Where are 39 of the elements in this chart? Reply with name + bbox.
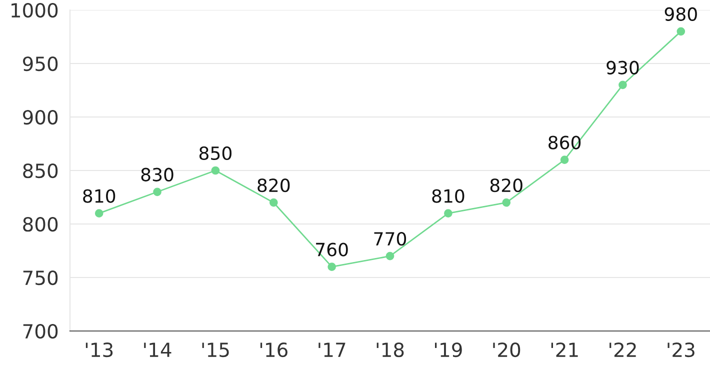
point [560,156,569,164]
data-label: 760 [316,242,348,256]
point [386,252,394,260]
x-tick-label: '20 [493,342,520,358]
x-tick-label: '23 [668,342,694,358]
point [502,198,511,207]
point [211,166,220,175]
data-label: 930 [606,60,639,74]
data-label: 830 [141,168,174,182]
point [444,209,452,218]
y-tick-label: 700 [23,324,58,339]
y-tick-label: 800 [23,216,58,232]
data-label: 810 [432,189,464,203]
x-tick-label: '15 [202,342,229,358]
x-tick-label: '17 [318,342,346,357]
point [94,209,104,218]
data-label: 850 [199,146,232,160]
point [269,198,278,207]
x-tick-label: '18 [376,342,404,358]
point [676,27,686,36]
data-label: 820 [490,178,522,192]
point [153,188,162,196]
x-tick-label: '22 [610,342,636,357]
y-tick-label: 950 [23,56,58,72]
y-tick-label: 900 [23,110,58,125]
data-label: 980 [664,7,697,21]
y-tick-label: 750 [23,270,58,286]
y-tick-label: 1000 [12,2,58,18]
x-tick-label: '16 [260,342,288,358]
x-tick-label: '19 [435,342,462,358]
x-tick-label: '13 [86,342,113,358]
data-label: 810 [83,189,116,203]
data-label: 770 [374,232,406,246]
point [618,80,627,90]
data-label: 820 [258,178,290,192]
point [328,262,336,271]
x-tick-label: '14 [144,342,172,357]
x-tick-label: '21 [551,342,578,357]
y-tick-label: 850 [23,163,58,178]
